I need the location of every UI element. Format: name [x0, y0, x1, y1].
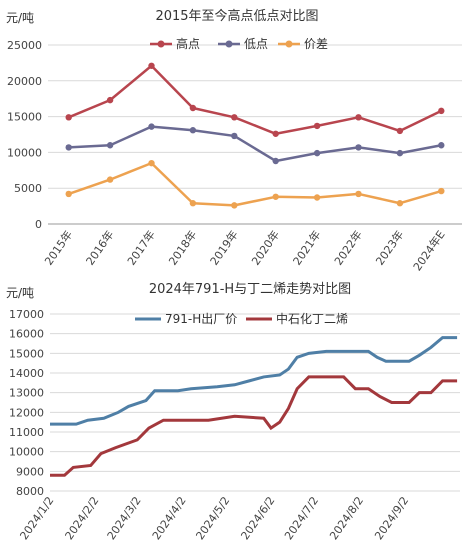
chart1-x-tick: 2024年E: [410, 228, 448, 274]
chart1-point-0: [438, 107, 445, 115]
chart1-series-line-1: [68, 125, 442, 163]
chart1-x-tick: 2021年: [290, 228, 324, 268]
chart1-x-tick: 2018年: [166, 228, 200, 268]
chart2-y-tick: 16000: [9, 328, 44, 341]
chart2-x-tick: 2024/4/2: [150, 494, 189, 542]
chart2-y-tick: 9000: [16, 465, 44, 478]
chart1-y-tick: 0: [35, 218, 42, 231]
chart2-y-tick: 15000: [9, 347, 44, 360]
chart1-legend-marker: [225, 40, 233, 48]
chart1-point-1: [65, 144, 72, 151]
chart1-y-tick: 10000: [7, 146, 42, 159]
chart1-point-1: [189, 127, 197, 134]
chart1-point-2: [148, 159, 155, 167]
chart1-point-2: [355, 190, 362, 198]
chart1-point-0: [65, 114, 72, 121]
chart2-x-axis: 2024/1/2 2024/2/2 2024/3/2 2024/4/2 2024/5/2…: [17, 494, 411, 542]
chart2-y-tick: 8000: [16, 485, 44, 498]
chart1-point-1: [106, 142, 114, 149]
chart1-x-tick: 2019年: [207, 228, 241, 268]
chart2-x-tick: 2024/2/2: [63, 494, 102, 542]
chart1-point-0: [355, 114, 362, 121]
chart2-x-tick: 2024/9/2: [372, 494, 411, 542]
chart1-point-2: [65, 190, 72, 198]
chart1-point-2: [272, 193, 279, 200]
chart2-x-tick: 2024/8/2: [327, 494, 366, 542]
chart1-y-tick: 25000: [7, 39, 42, 52]
chart2-y-tick: 11000: [9, 426, 44, 439]
chart1-point-0: [313, 122, 321, 130]
chart1-point-0: [231, 114, 238, 121]
chart1-series-line-0: [68, 64, 442, 136]
chart2-title: 2024年791-H与丁二烯走势对比图: [149, 281, 351, 297]
chart1-x-tick: 2017年: [124, 228, 158, 268]
chart1-point-1: [272, 157, 279, 165]
chart1-x-tick: 2023年: [373, 228, 407, 268]
chart1-x-tick: 2022年: [331, 228, 365, 268]
chart1-point-0: [106, 96, 114, 104]
chart1-legend-marker: [157, 40, 165, 48]
chart2-legend-label: 791-H出厂价: [165, 312, 237, 326]
chart1-title: 2015年至今高点低点对比图: [155, 8, 318, 24]
chart1-series-line-2: [68, 161, 442, 207]
chart2-y-tick: 13000: [9, 387, 44, 400]
chart2-legend-label: 中石化丁二烯: [276, 311, 348, 326]
chart1-x-axis: 2015年 2016年 2017年 2018年 2019年 2020年 2021年 2022年…: [41, 228, 447, 274]
chart1-legend-label: 价差: [304, 37, 328, 51]
chart1-point-2: [189, 200, 197, 207]
chart2-y-unit: 元/吨: [6, 286, 34, 300]
chart1-x-tick: 2016年: [83, 228, 117, 268]
chart1-point-0: [148, 62, 155, 69]
chart2-x-tick: 2024/7/2: [282, 494, 321, 542]
chart1-grid: [48, 44, 462, 225]
chart1-point-1: [231, 132, 238, 140]
chart2-series-line-0: [50, 336, 458, 426]
chart1-point-1: [313, 149, 321, 157]
chart1-point-1: [355, 144, 362, 151]
chart2-x-tick: 2024/1/2: [17, 494, 56, 542]
chart1-point-2: [106, 176, 114, 183]
chart1-legend-label: 高点: [176, 36, 200, 51]
chart1-point-2: [438, 187, 445, 195]
chart1-point-1: [148, 123, 155, 130]
chart2-y-tick: 17000: [9, 308, 44, 321]
chart2-x-tick: 2024/6/2: [238, 494, 277, 542]
chart1-point-0: [396, 127, 404, 135]
chart1-legend-label: 低点: [244, 37, 268, 51]
chart1-y-axis: 0 5000 10000 15000 20000 25000: [7, 39, 42, 231]
chart1-x-tick: 2020年: [248, 228, 282, 268]
chart2-x-tick: 2024/3/2: [105, 494, 144, 542]
chart1-point-2: [231, 202, 238, 209]
chart1-y-tick: 5000: [14, 182, 42, 195]
chart2-series-line-1: [50, 375, 458, 477]
chart2-y-tick: 10000: [9, 446, 44, 459]
chart2-legend: 791-H出厂价 中石化丁二烯: [135, 311, 348, 326]
chart1-legend: 高点 低点 价差: [150, 36, 328, 51]
chart2-plot-area: [50, 336, 458, 477]
chart1-point-1: [438, 142, 445, 149]
chart1-point-0: [272, 130, 279, 137]
chart1-legend-marker: [285, 40, 293, 48]
chart1-plot-area: [65, 62, 445, 209]
chart1-point-2: [313, 194, 321, 201]
chart1-y-unit: 元/吨: [6, 11, 34, 25]
chart1-point-2: [396, 200, 404, 207]
chart1-y-tick: 20000: [7, 75, 42, 88]
chart2-grid: [50, 313, 460, 492]
chart2-x-tick: 2024/5/2: [193, 494, 232, 542]
chart1-point-0: [189, 104, 197, 112]
chart1-y-tick: 15000: [7, 111, 42, 124]
chart2-y-tick: 12000: [9, 406, 44, 419]
chart1-point-1: [396, 149, 404, 157]
chart2-y-tick: 14000: [9, 367, 44, 380]
chart2-y-axis: 8000 9000 10000 11000 12000 13000 14000 15000 16…: [9, 308, 44, 498]
chart1-x-tick: 2015年: [41, 228, 75, 268]
